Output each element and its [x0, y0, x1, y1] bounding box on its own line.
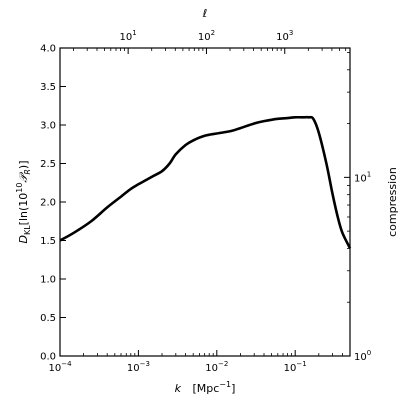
x-axis-units: [Mpc	[192, 382, 219, 395]
y-axis-label-d: D	[17, 235, 30, 243]
y-axis-label-close: )]	[17, 160, 30, 169]
x-tick-label-2-exponent: −2	[218, 360, 228, 368]
right-tick-label-1-exponent: 1	[367, 170, 371, 178]
top-tick-label-2-exponent: 3	[289, 29, 293, 37]
top-tick-label-2: 103	[276, 29, 293, 43]
x-tick-label-1: 10−3	[127, 360, 150, 374]
right-tick-label-1-mantissa: 10	[354, 173, 367, 184]
x-tick-label-3-mantissa: 10	[284, 363, 297, 374]
series-line	[59, 115, 352, 249]
y-axis-label-body: [ln(10	[17, 193, 30, 226]
right-tick-label-1: 101	[354, 170, 371, 184]
y-tick-label-2: 1.0	[40, 275, 56, 286]
top-tick-label-1-exponent: 2	[211, 29, 215, 37]
y-tick-label-6: 3.0	[40, 121, 56, 132]
x-tick-label-2: 10−2	[205, 360, 228, 374]
y-axis-label-kl: KL	[23, 225, 32, 235]
x-axis-units-exp: −1	[219, 380, 231, 389]
right-axis-label: compression	[386, 167, 399, 237]
x-axis-units-close: ]	[231, 382, 235, 395]
x-tick-label-3-exponent: −1	[296, 360, 306, 368]
top-tick-label-0: 101	[120, 29, 137, 43]
y-tick-label-1: 0.5	[40, 313, 56, 324]
x-tick-label-2-mantissa: 10	[205, 363, 218, 374]
y-tick-label-5: 2.5	[40, 159, 56, 170]
y-axis-label-r: R	[23, 169, 32, 175]
y-tick-label-3: 1.5	[40, 236, 56, 247]
x-tick-label-0-exponent: −4	[61, 360, 72, 368]
x-tick-label-1-mantissa: 10	[127, 363, 140, 374]
top-tick-label-1: 102	[198, 29, 215, 43]
x-axis-label: k [Mpc−1]	[175, 380, 236, 395]
major-ticks	[59, 47, 350, 357]
x-axis-symbol: k	[175, 382, 182, 395]
x-tick-label-0-mantissa: 10	[48, 363, 61, 374]
x-tick-label-1-exponent: −3	[140, 360, 150, 368]
y-tick-label-0: 0.0	[40, 352, 56, 363]
right-tick-label-0-exponent: 0	[367, 349, 371, 357]
top-tick-label-0-exponent: 1	[132, 29, 136, 37]
right-tick-label-0-mantissa: 10	[354, 352, 367, 363]
x-tick-label-3: 10−1	[284, 360, 307, 374]
y-axis-label-exp: 10	[15, 183, 24, 193]
y-axis-label-p: 𝒫	[17, 172, 30, 183]
y-axis-label: DKL[ln(1010𝒫R)]	[15, 160, 32, 243]
tick-labels: 10−4 10−3 10−2 10−10.00.51.01.52.02.53.03.5…	[40, 29, 371, 374]
top-axis-label: ℓ	[202, 7, 208, 20]
plot-frame	[59, 47, 351, 357]
top-tick-label-2-mantissa: 10	[276, 32, 289, 43]
right-tick-label-0: 100	[354, 349, 371, 363]
y-tick-label-7: 3.5	[40, 82, 56, 93]
x-tick-label-0: 10−4	[48, 360, 72, 374]
y-tick-label-8: 4.0	[40, 44, 56, 55]
top-tick-label-0-mantissa: 10	[120, 32, 133, 43]
y-tick-label-4: 2.0	[40, 198, 56, 209]
top-tick-label-1-mantissa: 10	[198, 32, 211, 43]
